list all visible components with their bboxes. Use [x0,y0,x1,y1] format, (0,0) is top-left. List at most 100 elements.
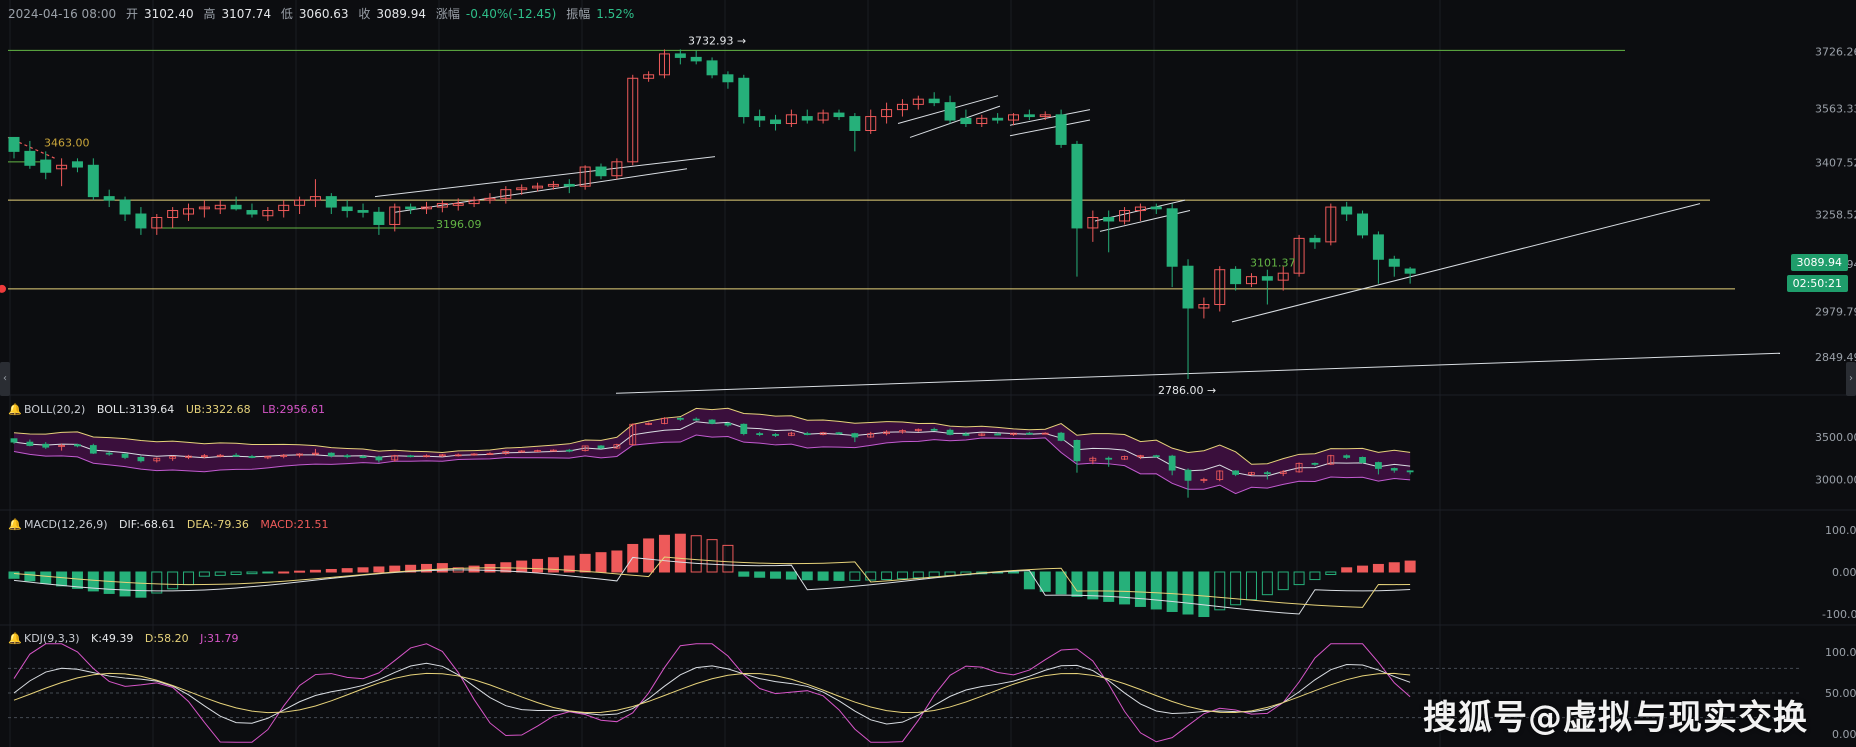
boll-candle-body [169,456,177,459]
macd-histogram-bar [833,571,845,581]
macd-histogram-bar [1277,571,1289,591]
low-value: 3060.63 [298,7,349,21]
candle-body [230,204,242,210]
boll-candle-body [1152,455,1160,458]
boll-candle-body [994,433,1002,436]
boll-upper-line [13,407,1411,465]
price-axis-label: 2979.79 [1815,306,1856,319]
candle-body [1230,268,1242,285]
macd-histogram-bar [1325,571,1337,576]
candle-body [785,114,797,125]
macd-histogram-bar [1341,567,1353,573]
boll-candle-body [1295,462,1303,473]
boll-candle-body [899,430,906,433]
boll-candle-body [312,452,319,455]
candle-body [817,112,829,121]
boll-candle-body [1359,456,1366,463]
boll-candle-body [1184,469,1192,481]
boll-candle-body [518,450,526,453]
high-label: 高 [203,7,216,21]
candle-body [690,56,702,62]
candle-body [1357,213,1369,236]
macd-histogram-bar [690,535,702,573]
candle-body [849,116,861,131]
candle-body [1023,114,1035,118]
candle-body [706,60,718,76]
boll-candle-body [423,455,430,458]
macd-label[interactable]: MACD(12,26,9) [24,518,108,531]
macd-histogram-bar [881,571,893,580]
candle-body [167,210,179,218]
boll-candle-body [1390,468,1398,471]
boll-candle-body [1232,470,1240,475]
candle-body [516,187,528,191]
macd-histogram-bar [103,571,115,594]
macd-histogram-bar [1388,562,1400,573]
candle-body [1039,114,1051,118]
boll-candle-body [1073,439,1081,462]
boll-candle-body [105,452,113,455]
price-axis-label: 3258.52 [1815,209,1856,222]
boll-label[interactable]: BOLL(20,2) [24,403,86,416]
boll-candle-body [819,432,827,435]
macd-histogram-bar [1293,571,1305,586]
macd-histogram-bar [135,571,147,598]
boll-candle-body [645,422,653,425]
boll-candle-body [629,423,637,446]
scroll-right-handle[interactable]: › [1846,362,1856,396]
boll-candle-body [42,443,50,448]
macd-histogram-bar [420,563,432,573]
macd-histogram-bar [183,571,195,586]
boll-bell-icon[interactable]: 🔔 [8,403,22,416]
macd-histogram-bar [738,571,750,577]
boll-candle-body [407,455,415,458]
macd-dif-line [13,556,1411,615]
macd-histogram-bar [1008,571,1020,574]
kdj-j: J:31.79 [200,632,239,645]
boll-candle-body [1343,455,1351,458]
boll-candle-body [89,445,97,454]
candle-body [436,203,448,208]
candle-body [71,161,83,168]
candle-body [1087,217,1099,229]
boll-candle-body [550,449,557,452]
macd-histogram-bar [516,560,528,573]
candle-body [183,208,195,215]
kdj-label[interactable]: KDJ(9,3,3) [24,632,80,645]
boll-candle-body [137,456,145,462]
candle-body [722,74,734,83]
boll-axis-label: 3500.00 [1815,431,1856,444]
candle-body [976,117,988,125]
candle-body [754,116,766,121]
trend-line [909,105,1001,138]
boll-candle-body [391,455,399,461]
candle-body [198,206,210,210]
low-annotation: 2786.00 → [1158,384,1216,397]
macd-histogram-bar [405,564,417,573]
boll-candle-body [1025,432,1033,435]
boll-candle-body [1327,455,1335,465]
candle-body [468,199,480,205]
macd-histogram-bar [246,571,258,575]
macd-histogram-bar [611,550,623,573]
kdj-bell-icon[interactable]: 🔔 [8,632,22,645]
boll-candle-body [327,452,335,457]
ohlc-header: 2024-04-16 08:00 开 3102.40 高 3107.74 低 3060… [8,5,640,22]
kdj-axis-label: 100.00 [1825,646,1856,659]
boll-lower-line [13,434,1411,495]
boll-candle-body [280,454,288,457]
macd-histogram-bar [579,553,591,573]
boll-candle-body [534,450,541,453]
scroll-left-handle[interactable]: ‹ [0,362,10,396]
macd-axis-label: 0.00 [1832,566,1856,579]
macd-bell-icon[interactable]: 🔔 [8,518,22,531]
change-value: -0.40%(-12.45) [465,7,557,21]
candle-body [992,117,1004,121]
boll-candle-body [883,431,890,434]
candle-body [87,164,99,198]
macd-histogram-bar [722,544,734,573]
boll-candle-body [772,434,779,436]
macd-histogram-bar [325,568,337,573]
